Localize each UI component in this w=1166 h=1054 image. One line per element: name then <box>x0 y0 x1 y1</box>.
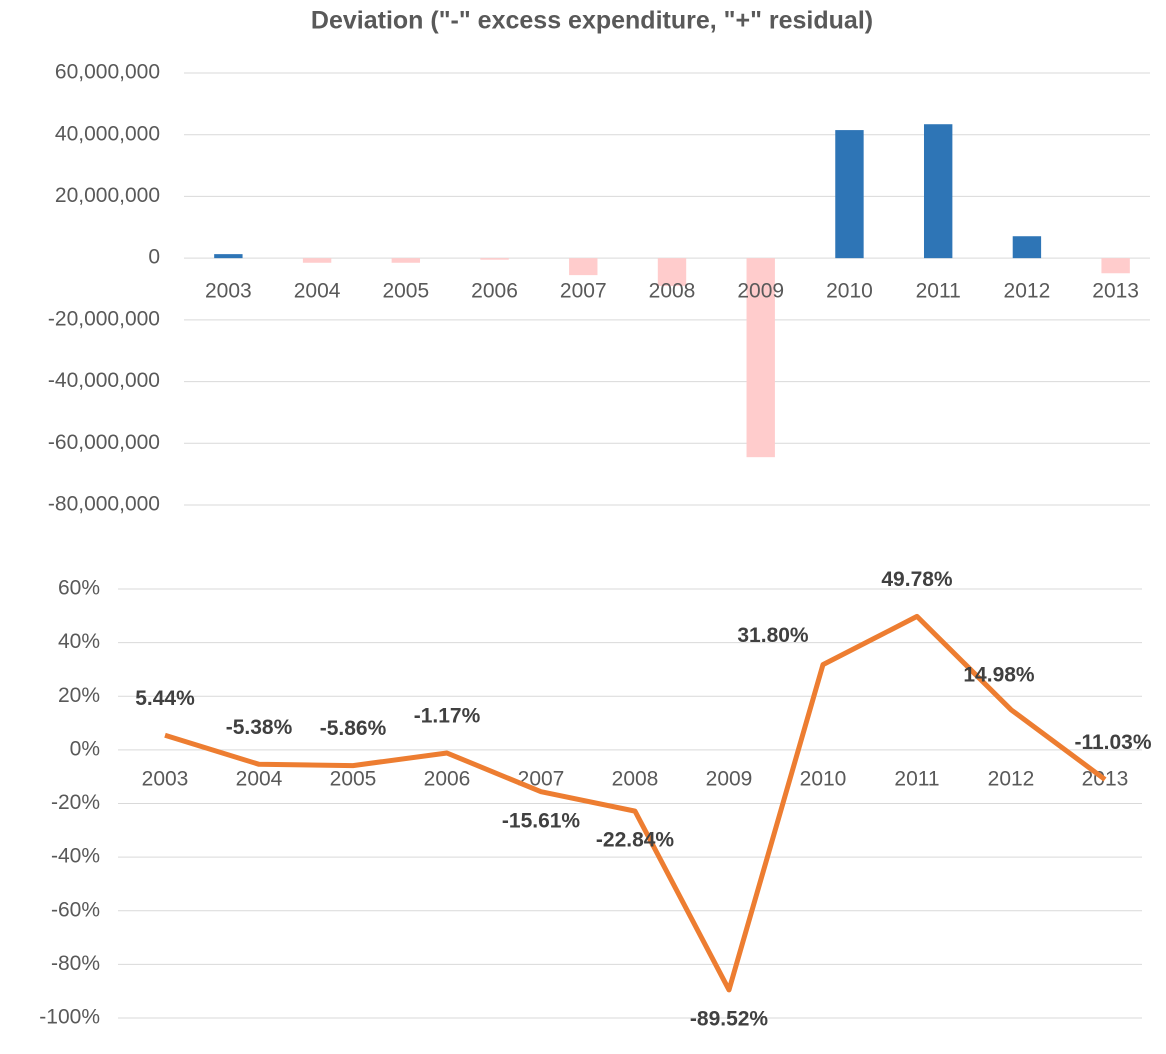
y-tick-label: -40,000,000 <box>48 369 160 392</box>
x-tick-label: 2012 <box>988 767 1035 790</box>
chart-title: Deviation ("-" excess expenditure, "+" r… <box>311 7 873 35</box>
y-tick-label: 60,000,000 <box>55 61 160 84</box>
y-tick-label: 20% <box>58 684 100 707</box>
data-label: -89.52% <box>690 1007 769 1030</box>
x-tick-label: 2006 <box>471 280 518 303</box>
x-tick-label: 2009 <box>737 280 784 303</box>
y-tick-label: 0 <box>148 246 160 269</box>
data-label: 5.44% <box>135 687 195 710</box>
line <box>164 613 1107 993</box>
y-tick-label: -60,000,000 <box>48 431 160 454</box>
data-label: 14.98% <box>963 663 1035 686</box>
y-tick-label: 40,000,000 <box>55 122 160 145</box>
bar <box>214 254 243 259</box>
bar <box>391 258 421 263</box>
y-tick-label: -100% <box>39 1006 100 1029</box>
x-tick-label: 2005 <box>330 767 377 790</box>
data-label: 49.78% <box>881 568 953 591</box>
x-tick-label: 2004 <box>294 280 341 303</box>
y-tick-label: -40% <box>51 845 100 868</box>
bar <box>1012 236 1042 259</box>
x-tick-label: 2005 <box>382 280 429 303</box>
x-tick-label: 2006 <box>424 767 471 790</box>
x-tick-label: 2011 <box>916 280 961 303</box>
x-tick-label: 2007 <box>560 280 607 303</box>
x-tick-label: 2008 <box>649 280 696 303</box>
data-label: -11.03% <box>1074 731 1151 754</box>
x-tick-label: 2009 <box>706 767 753 790</box>
bar <box>1101 258 1130 274</box>
bar <box>657 258 687 286</box>
y-tick-label: -60% <box>51 898 100 921</box>
bar <box>302 258 332 263</box>
y-tick-label: -20% <box>51 791 100 814</box>
data-label: -5.38% <box>226 716 293 739</box>
x-tick-label: 2010 <box>800 767 847 790</box>
data-label: -1.17% <box>414 705 481 728</box>
y-tick-label: -20,000,000 <box>48 307 160 330</box>
bar <box>746 258 775 458</box>
data-label: 31.80% <box>737 624 809 647</box>
x-tick-label: 2003 <box>205 280 252 303</box>
y-tick-label: 20,000,000 <box>55 184 160 207</box>
y-tick-label: 40% <box>58 630 100 653</box>
x-tick-label: 2010 <box>826 280 873 303</box>
x-tick-label: 2008 <box>612 767 659 790</box>
x-tick-label: 2004 <box>236 767 283 790</box>
bar <box>923 124 953 259</box>
y-tick-label: 0% <box>70 737 100 760</box>
y-tick-label: -80,000,000 <box>48 493 160 516</box>
data-label: -15.61% <box>502 809 581 832</box>
y-tick-label: 60% <box>58 577 100 600</box>
x-tick-label: 2003 <box>142 767 189 790</box>
bar <box>835 130 864 259</box>
bar <box>569 258 598 276</box>
bar <box>480 258 509 260</box>
x-tick-label: 2011 <box>894 767 939 790</box>
data-label: -5.86% <box>320 717 387 740</box>
x-tick-label: 2013 <box>1092 280 1139 303</box>
y-tick-label: -80% <box>51 952 100 975</box>
data-label: -22.84% <box>596 829 675 852</box>
x-tick-label: 2012 <box>1004 280 1051 303</box>
